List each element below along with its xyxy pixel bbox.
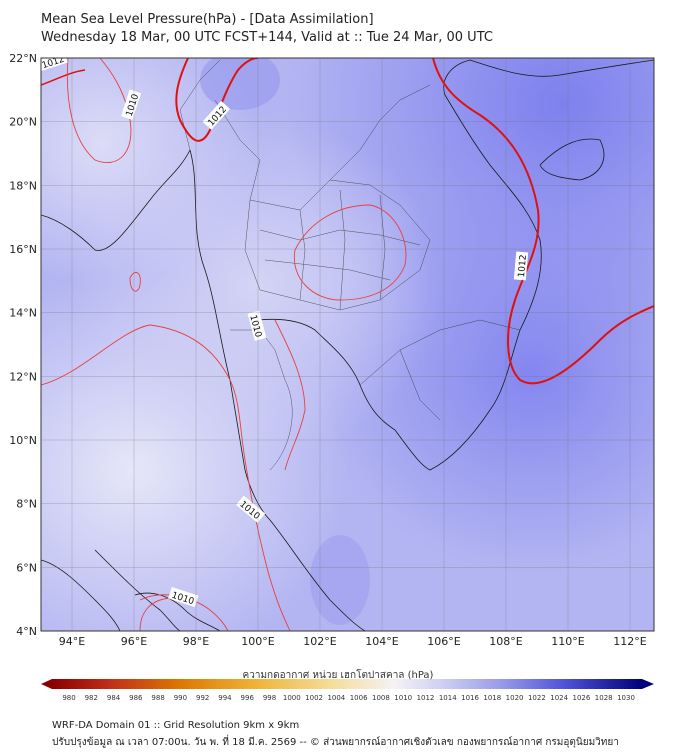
latitude-label: 10°N [9,434,37,447]
colorbar-tick-label: 996 [241,694,255,702]
longitude-label: 100°E [241,635,274,648]
latitude-label: 14°N [9,307,37,320]
colorbar-tick-label: 1024 [550,694,568,702]
colorbar-tick-label: 1012 [417,694,435,702]
colorbar-tick-label: 1002 [305,694,323,702]
latitude-label: 18°N [9,179,37,192]
colorbar-tick-label: 1016 [461,694,479,702]
longitude-label: 108°E [489,635,522,648]
isobars [41,58,654,631]
colorbar-tick-label: 994 [218,694,232,702]
colorbar-tick-label: 1022 [528,694,546,702]
longitude-label: 104°E [365,635,398,648]
longitude-label: 106°E [427,635,460,648]
map-subtitle: Wednesday 18 Mar, 00 UTC FCST+144, Valid… [41,30,493,45]
colorbar-bar [52,679,642,689]
colorbar-tick-label: 982 [85,694,98,702]
colorbar-tick-label: 992 [196,694,209,702]
colorbar-ticks: 980 982 984 986 988 990 992 994 996 998 1000 1002 10… [62,694,635,702]
latitude-label: 20°N [9,116,37,129]
map-title: Mean Sea Level Pressure(hPa) - [Data Ass… [41,12,374,27]
coastlines [41,59,654,631]
pressure-field: 1012 1010 1012 1012 1010 1010 [41,58,654,631]
graticule [41,58,654,631]
latitude-label: 4°N [16,625,37,638]
colorbar-tick-label: 1018 [483,694,501,702]
longitude-label: 112°E [613,635,646,648]
colorbar-tick-label: 1004 [327,694,345,702]
colorbar-tick-label: 980 [62,694,75,702]
map-frame [40,57,655,632]
colorbar-tick-label: 1030 [617,694,635,702]
colorbar-tick-label: 1026 [573,694,591,702]
colorbar-tick-label: 984 [107,694,121,702]
colorbar-tick-label: 988 [151,694,164,702]
colorbar-tick-label: 1006 [350,694,368,702]
colorbar-title: ความกดอากาศ หน่วย เฮกโตปาสคาล (hPa) [242,670,434,681]
latitude-label: 22°N [9,52,37,65]
longitude-label: 110°E [551,635,584,648]
province-borders [179,59,521,471]
footer-credit: ปรับปรุงข้อมูล ณ เวลา 07:00น. วัน พ. ที่… [52,737,619,748]
latitude-axis: 22°N 20°N 18°N 16°N 14°N 12°N 10°N 8°N 6°N 4°N [9,52,37,638]
colorbar-tick-label: 1010 [394,694,412,702]
colorbar-tick-label: 1008 [372,694,390,702]
footer-resolution: WRF-DA Domain 01 :: Grid Resolution 9km … [52,720,300,731]
colorbar-tick-label: 986 [129,694,143,702]
longitude-label: 96°E [121,635,147,648]
colorbar-low-arrow [41,679,52,689]
colorbar: 980 982 984 986 988 990 992 994 996 998 1000 1002 10… [41,679,654,702]
longitude-label: 98°E [183,635,209,648]
colorbar-tick-label: 990 [174,694,187,702]
latitude-label: 12°N [9,370,37,383]
colorbar-tick-label: 1014 [439,694,457,702]
latitude-label: 6°N [16,561,37,574]
colorbar-high-arrow [642,679,654,689]
longitude-axis: 94°E 96°E 98°E 100°E 102°E 104°E 106°E 108°E 110… [59,635,647,648]
svg-text:1012: 1012 [517,254,529,278]
contour-label: 1012 [513,251,529,281]
longitude-label: 94°E [59,635,85,648]
colorbar-tick-label: 1028 [595,694,613,702]
colorbar-tick-label: 1020 [506,694,524,702]
latitude-label: 8°N [16,498,37,511]
latitude-label: 16°N [9,243,37,256]
colorbar-tick-label: 1000 [283,694,301,702]
longitude-label: 102°E [303,635,336,648]
colorbar-tick-label: 998 [263,694,276,702]
